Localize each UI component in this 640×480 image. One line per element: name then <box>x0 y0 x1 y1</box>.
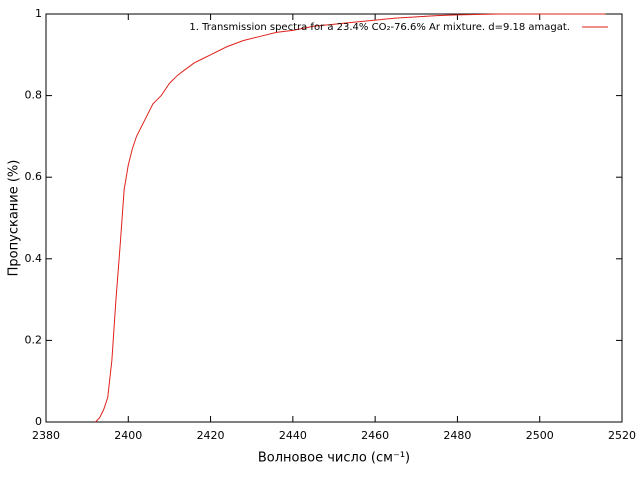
plot-frame <box>45 13 623 423</box>
y-tick-label: 0 <box>35 415 42 428</box>
x-tick-label: 2460 <box>361 429 389 442</box>
y-tick-label: 0.2 <box>25 333 43 346</box>
legend-label: 1. Transmission spectra for a 23.4% CO₂-… <box>189 22 570 33</box>
y-tick-label: 0.6 <box>25 170 43 183</box>
y-tick-label: 0.4 <box>25 252 43 265</box>
x-tick-label: 2380 <box>32 429 60 442</box>
x-tick-label: 2520 <box>608 429 636 442</box>
y-tick-label: 0.8 <box>25 89 43 102</box>
data-line <box>95 13 606 423</box>
y-axis-label: Пропускание (%) <box>7 160 22 277</box>
x-axis-label: Волновое число (см⁻¹) <box>258 451 410 466</box>
x-tick-label: 2480 <box>443 429 471 442</box>
y-tick-label: 1 <box>35 7 42 20</box>
x-tick-label: 2440 <box>279 429 307 442</box>
x-tick-label: 2500 <box>526 429 554 442</box>
x-tick-label: 2400 <box>114 429 142 442</box>
x-tick-label: 2420 <box>197 429 225 442</box>
